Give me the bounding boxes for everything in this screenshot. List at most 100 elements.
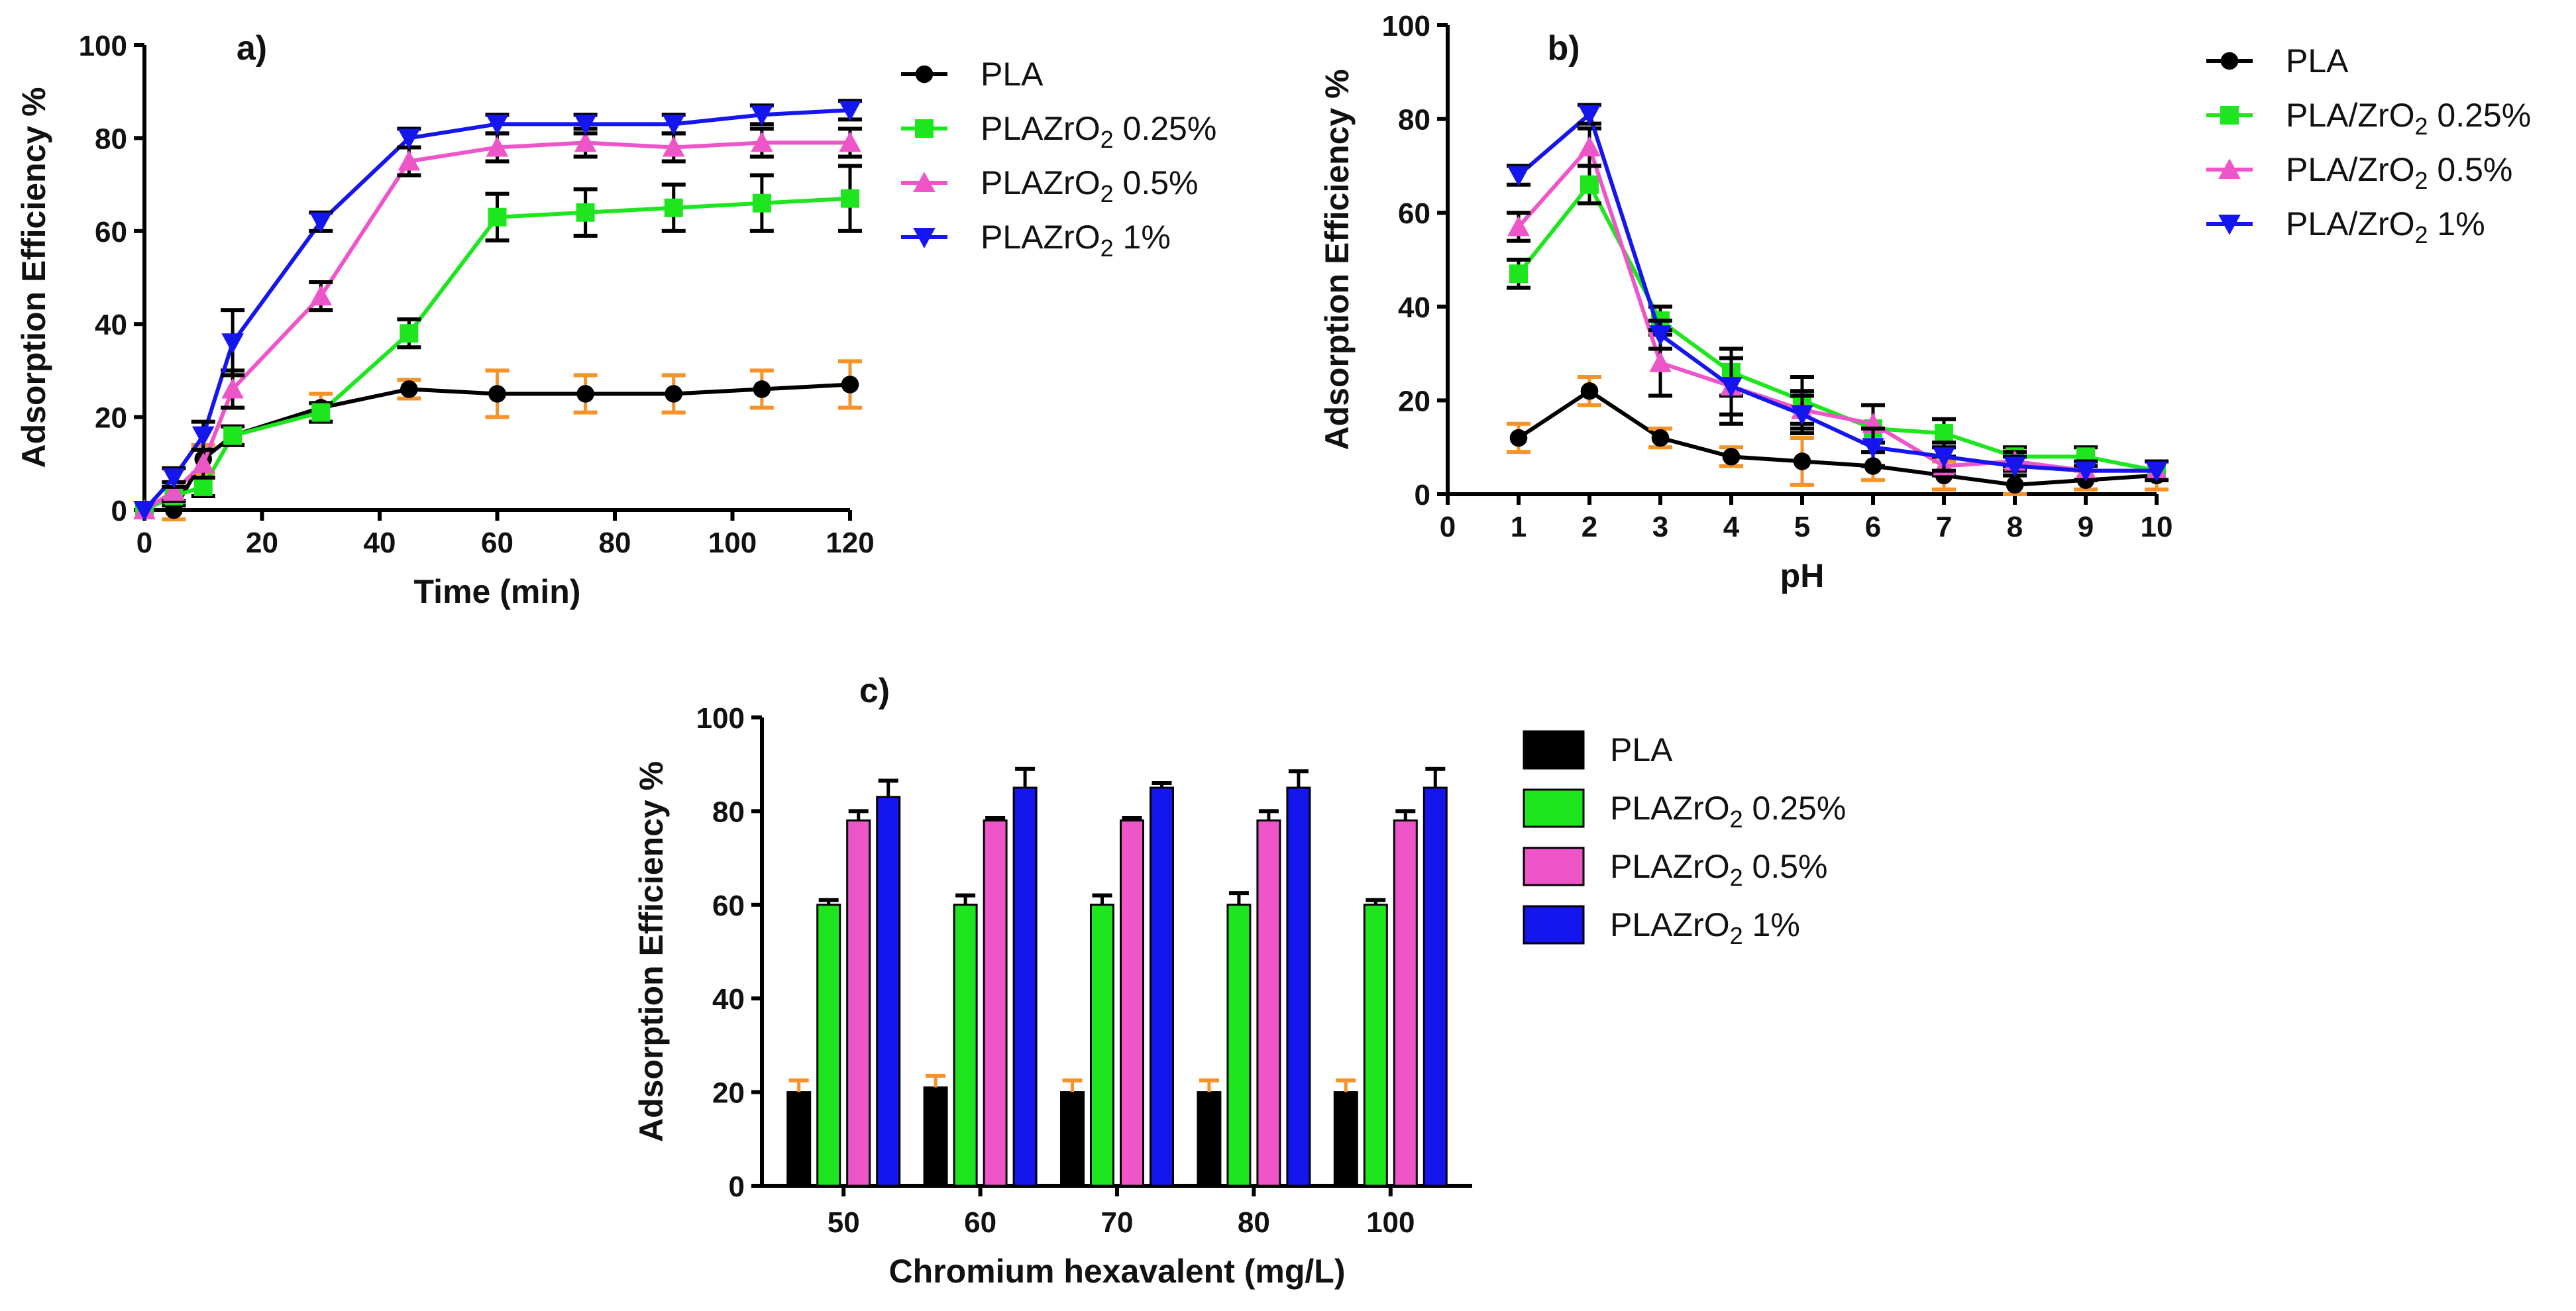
series-pla [1507, 375, 2169, 496]
bar-pla [1197, 1091, 1222, 1187]
data-point [751, 131, 773, 152]
data-point [2145, 461, 2168, 482]
y-tick-label: 20 [712, 1077, 745, 1110]
y-tick-label: 80 [712, 796, 745, 828]
legend-marker [2220, 52, 2239, 70]
x-tick-label: 4 [1723, 511, 1740, 543]
x-tick-label: 9 [2078, 511, 2094, 543]
error-bar [1336, 1078, 1356, 1092]
x-tick-label: 50 [828, 1206, 860, 1239]
data-point [839, 101, 861, 122]
data-point [576, 203, 595, 222]
data-point [221, 333, 244, 354]
bar-plazro2-0-5 [1256, 819, 1281, 1187]
data-point [2004, 456, 2026, 478]
error-bar [1092, 893, 1112, 905]
y-axis-title: Adsorption Efficiency % [1318, 69, 1356, 450]
legend-item-plazro2-0-5: PLAZrO2 0.5% [901, 164, 1198, 207]
series-plazro2-1 [133, 99, 862, 521]
data-point [309, 212, 333, 233]
data-point [1651, 429, 1670, 447]
data-point [1649, 351, 1672, 372]
y-tick-label: 100 [696, 702, 745, 735]
data-point [486, 115, 509, 136]
legend-label: PLA [981, 56, 1044, 93]
x-tick-label: 40 [364, 527, 396, 559]
data-point [311, 403, 331, 422]
error-bar [1062, 1078, 1083, 1092]
bar-plazro2-0-25 [1090, 904, 1114, 1187]
series-pla [135, 359, 862, 522]
data-point [221, 378, 244, 399]
x-tick-label: 20 [246, 527, 278, 559]
data-point [488, 385, 506, 403]
bar-plazro2-0-5 [983, 819, 1008, 1187]
legend-marker [2220, 106, 2239, 125]
x-tick-label: 8 [2007, 511, 2023, 543]
data-point [1793, 452, 1811, 470]
y-tick-label: 20 [1398, 385, 1430, 417]
legend-marker [915, 119, 934, 138]
panel-label: a) [237, 29, 267, 68]
error-bar [1258, 809, 1279, 821]
error-bar [1288, 769, 1309, 788]
bar-plazro2-0-5 [1393, 819, 1418, 1187]
series-pla-zro2-1 [1507, 103, 2169, 482]
legend-item-pla: PLA [1523, 730, 1673, 770]
legend-label: PLAZrO2 0.25% [981, 110, 1216, 153]
bar-plazro2-1 [1286, 786, 1311, 1187]
series-pla-zro2-0-5 [1507, 126, 2169, 482]
bar-plazro2-1 [1012, 786, 1038, 1187]
legend-label: PLAZrO2 1% [1610, 906, 1800, 949]
bar-pla [923, 1086, 948, 1187]
error-bar [1122, 816, 1142, 821]
y-axis-title: Adsorption Efficiency % [15, 87, 52, 468]
error-bar [1199, 1078, 1219, 1092]
data-point [2074, 461, 2097, 482]
x-axis-title: Time (min) [414, 573, 581, 610]
legend-label: PLA/ZrO2 0.25% [2286, 97, 2531, 140]
data-point [398, 150, 421, 171]
error-bar [1228, 891, 1249, 905]
y-tick-label: 40 [1398, 291, 1430, 324]
data-point [662, 115, 685, 136]
x-tick-label: 1 [1511, 511, 1527, 543]
legend-item-pla: PLA [2206, 42, 2349, 79]
series-line [1517, 143, 2157, 473]
legend-marker [915, 65, 934, 83]
legend-marker [2218, 215, 2241, 235]
bar-plazro2-0-25 [1363, 904, 1388, 1187]
bar-plazro2-1 [1150, 786, 1174, 1187]
error-bar [955, 893, 976, 905]
bar-pla [786, 1091, 812, 1187]
data-point [309, 285, 333, 306]
data-point [574, 115, 597, 136]
panel-a-chart: 0 20 40 60 80 100 0 20 40 60 80 100 120 Time (min) Ads… [15, 29, 1216, 610]
data-point [1720, 377, 1743, 397]
x-tick-label: 60 [964, 1206, 996, 1239]
data-point [841, 189, 859, 208]
error-bar [1152, 780, 1172, 788]
y-tick-label: 40 [95, 309, 127, 341]
error-bar [1015, 766, 1036, 788]
data-point [488, 207, 507, 227]
legend-label: PLAZrO2 1% [981, 219, 1171, 262]
data-point [191, 452, 215, 473]
y-tick-label: 60 [95, 216, 127, 248]
legend-label: PLAZrO2 0.25% [1610, 790, 1846, 833]
data-point [486, 136, 509, 157]
data-point [1509, 264, 1528, 284]
legend-marker [913, 228, 936, 248]
data-point [1933, 447, 1955, 468]
legend-item-pla: PLA [901, 56, 1044, 93]
legend-label: PLA/ZrO2 0.5% [2286, 151, 2512, 194]
error-bar [878, 778, 898, 798]
x-tick-label: 60 [481, 527, 513, 559]
error-bar [1395, 809, 1416, 821]
x-axis-title: Chromium hexavalent (mg/L) [889, 1253, 1346, 1290]
data-point [1722, 448, 1741, 466]
y-axis-title: Adsorption Efficiency % [633, 761, 670, 1142]
error-bar [926, 1073, 946, 1088]
legend-item-pla-zro2-0-25: PLA/ZrO2 0.25% [2206, 97, 2531, 140]
